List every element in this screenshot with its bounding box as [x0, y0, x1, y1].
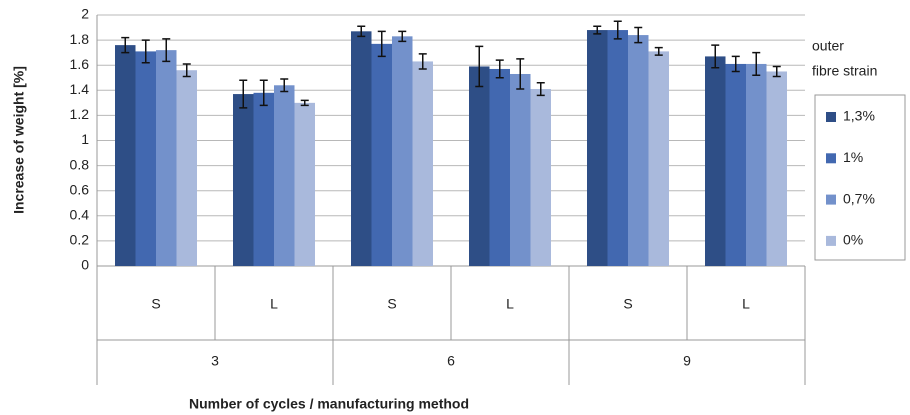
legend-swatch	[826, 235, 836, 246]
x-tick-label: L	[506, 296, 514, 312]
error-bar	[162, 38, 171, 63]
error-bar	[495, 59, 504, 79]
bar	[351, 31, 372, 266]
bar	[469, 66, 490, 266]
y-axis-title: Increase of weight [%]	[11, 66, 27, 214]
x-tick-label: L	[742, 296, 750, 312]
legend-label: 0,7%	[843, 190, 875, 206]
y-tick-label: 0.4	[70, 207, 90, 223]
error-bar	[711, 44, 720, 69]
bar	[648, 51, 669, 266]
legend-title: outer	[812, 38, 844, 54]
error-bar	[536, 82, 545, 97]
legend-box	[814, 94, 906, 261]
y-tick-label: 1.6	[70, 56, 90, 72]
error-bar	[182, 63, 191, 78]
group-label: 6	[447, 353, 455, 369]
error-bar	[516, 58, 525, 90]
bar	[253, 92, 274, 266]
error-bar	[357, 25, 366, 38]
bar	[705, 56, 726, 266]
y-tick-label: 0.2	[70, 232, 90, 248]
bar	[371, 43, 392, 266]
error-bar	[377, 30, 386, 58]
bar	[510, 73, 531, 266]
y-tick-label: 1.2	[70, 106, 90, 122]
group-label: 3	[211, 353, 219, 369]
bar	[530, 89, 551, 266]
bar	[607, 30, 628, 267]
bar	[412, 61, 433, 267]
bar	[294, 102, 315, 266]
y-tick-label: 1.4	[70, 81, 90, 97]
error-bar	[752, 51, 761, 76]
bar	[176, 70, 197, 266]
error-bar	[731, 55, 740, 73]
legend-swatch	[826, 194, 836, 205]
bar	[274, 85, 295, 266]
error-bar	[613, 20, 622, 40]
y-tick-label: 0.6	[70, 181, 90, 197]
bar	[156, 50, 177, 266]
legend-swatch	[826, 112, 836, 122]
error-bar	[121, 36, 130, 54]
x-axis-title: Number of cycles / manufacturing method	[189, 396, 469, 412]
bar	[135, 51, 156, 266]
y-tick-label: 0	[81, 257, 89, 273]
x-tick-label: S	[623, 296, 632, 312]
error-bar	[300, 99, 309, 107]
error-bar	[141, 39, 150, 64]
bar	[587, 30, 608, 267]
y-tick-label: 2	[81, 6, 89, 22]
error-bar	[593, 25, 602, 35]
x-tick-label: S	[387, 296, 396, 312]
error-bar	[398, 30, 407, 43]
legend-swatch	[826, 153, 836, 164]
error-bar	[259, 79, 268, 107]
legend-label: 0%	[843, 232, 863, 248]
bar	[628, 35, 649, 266]
bar	[489, 68, 510, 266]
error-bar	[280, 78, 289, 93]
legend-label: 1,3%	[843, 108, 875, 124]
error-bar	[475, 45, 484, 88]
y-tick-label: 0.8	[70, 156, 90, 172]
error-bar	[239, 79, 248, 109]
group-label: 9	[683, 353, 691, 369]
error-bar	[654, 46, 663, 56]
bar	[725, 63, 746, 266]
bar	[115, 45, 136, 267]
legend-label: 1%	[843, 149, 863, 165]
bar	[233, 94, 254, 266]
error-bar	[418, 53, 427, 70]
bar	[392, 36, 413, 267]
y-tick-label: 1	[81, 131, 89, 147]
bar	[746, 63, 767, 266]
legend-title: fibre strain	[812, 63, 877, 79]
x-tick-label: S	[151, 296, 160, 312]
x-tick-label: L	[270, 296, 278, 312]
bar	[766, 71, 787, 266]
error-bar	[634, 26, 643, 44]
error-bar	[772, 65, 781, 78]
y-tick-label: 1.8	[70, 31, 90, 47]
